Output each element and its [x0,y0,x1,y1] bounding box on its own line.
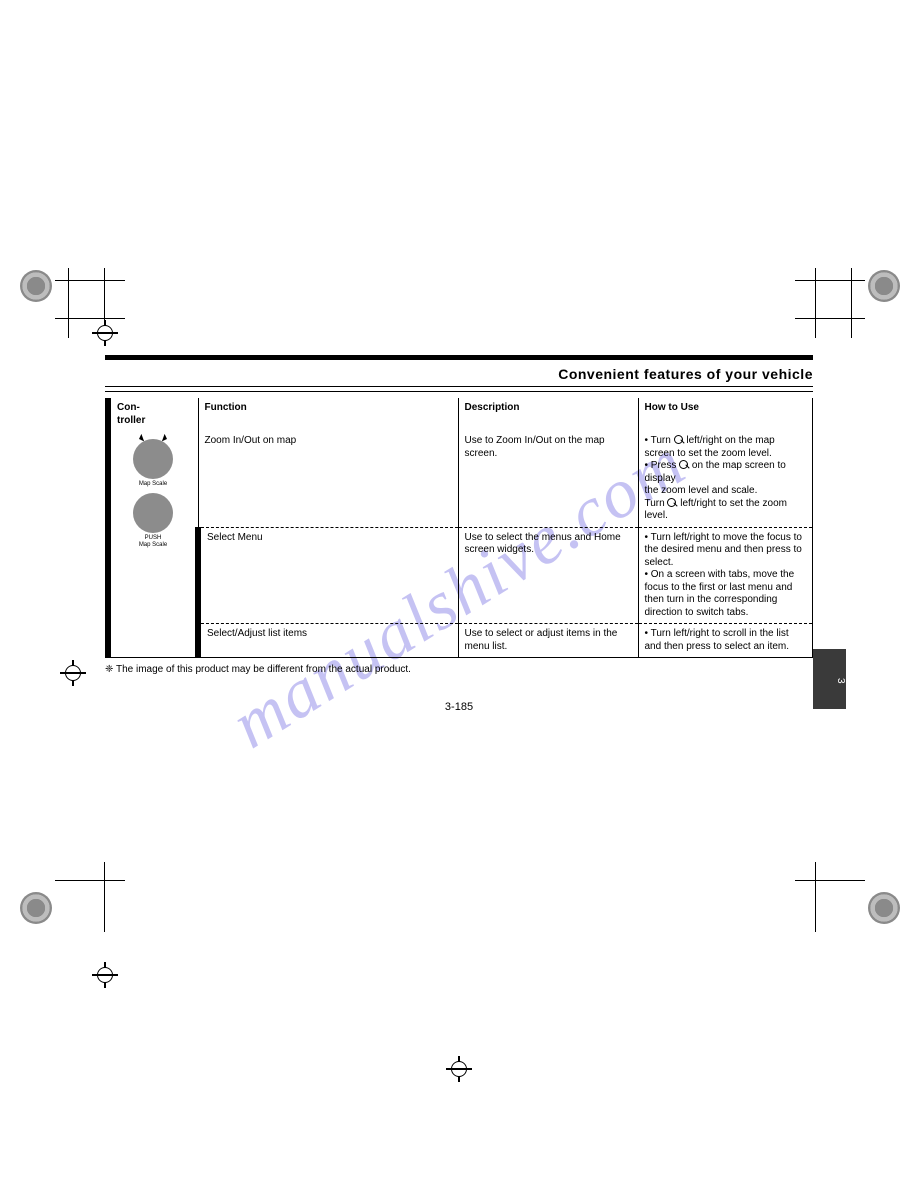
txt: left/right on the map [686,435,774,446]
rule [105,391,813,392]
th-howto: How to Use [638,398,813,431]
magnify-icon [667,498,677,508]
regmark [851,268,852,338]
txt: • On a screen with tabs, move the focus … [645,569,795,618]
footnote: ❈ The image of this product may be diffe… [105,664,813,675]
cell-how: • Turn left/right to move the focus to t… [638,527,813,624]
controller-icon-cell: Map Scale PUSH Map Scale [108,431,198,658]
magnify-icon [674,435,684,445]
cell-how: • Turn left/right to scroll in the list … [638,624,813,658]
regmark-br-big [868,892,900,924]
regmark [795,280,865,281]
txt: • Press [645,460,680,471]
regmark [55,280,125,281]
cell-function: Select/Adjust list items [198,624,458,658]
regmark [55,318,125,319]
regmark [795,880,865,881]
regmark-cross [92,962,118,988]
manual-page: Convenient features of your vehicle 3 Co… [105,355,813,793]
regmark [104,862,105,932]
knob-push-icon [133,493,173,533]
cell-function: Select Menu [198,527,458,624]
regmark-cross [446,1056,472,1082]
section-tab: 3 [813,649,846,709]
txt: • Turn [645,435,674,446]
regmark [815,268,816,338]
controls-table: Con- troller Function Description How to… [105,398,813,658]
cell-how: • Turn left/right on the map screen to s… [638,431,813,527]
txt: • Turn left/right to move the focus to t… [645,532,802,568]
th-controller: Con- troller [108,398,198,431]
regmark [815,862,816,932]
txt: the zoom level and scale. [645,485,758,496]
knob-caption: PUSH Map Scale [117,535,189,550]
txt: Turn [645,498,668,509]
th-description: Description [458,398,638,431]
th-function: Function [198,398,458,431]
cell-desc: Use to select or adjust items in the men… [458,624,638,658]
rule [105,386,813,387]
regmark-cross [92,320,118,346]
regmark [104,268,105,338]
cell-desc: Use to select the menus and Home screen … [458,527,638,624]
knob-turn-icon [133,439,173,479]
regmark-bl-big [20,892,52,924]
cell-desc: Use to Zoom In/Out on the map screen. [458,431,638,527]
section-title: Convenient features of your vehicle [558,366,813,382]
page-number: 3-185 [105,701,813,713]
regmark-cross [60,660,86,686]
regmark [795,318,865,319]
regmark-tr-big [868,270,900,302]
regmark [68,268,69,338]
regmark-tl-big [20,270,52,302]
knob-caption: Map Scale [117,481,189,489]
regmark [55,880,125,881]
cell-function: Zoom In/Out on map [198,431,458,527]
txt: screen to set the zoom level. [645,448,772,459]
magnify-icon [679,460,689,470]
